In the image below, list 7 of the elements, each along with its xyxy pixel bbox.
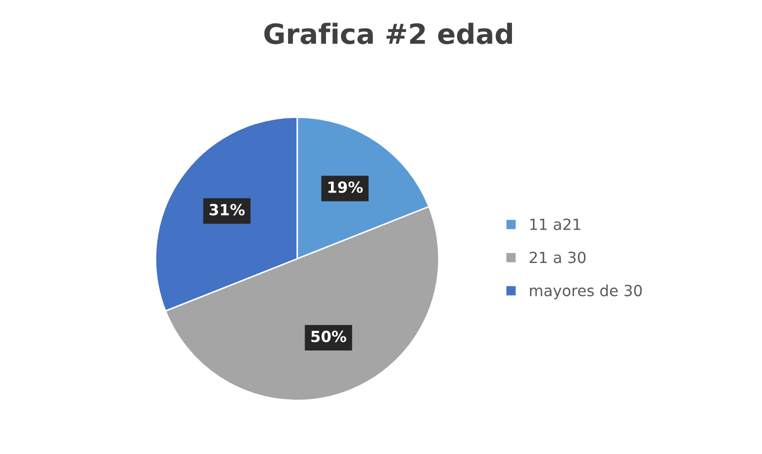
legend-label: mayores de 30: [530, 284, 642, 300]
chart-title: Grafica #2 edad: [264, 22, 512, 44]
legend-label: 21 a 30: [530, 252, 586, 264]
data-label: 19%: [328, 181, 363, 193]
data-label: 50%: [311, 330, 346, 342]
data-label: 31%: [210, 204, 245, 216]
legend-label: 11 a21: [530, 218, 580, 230]
